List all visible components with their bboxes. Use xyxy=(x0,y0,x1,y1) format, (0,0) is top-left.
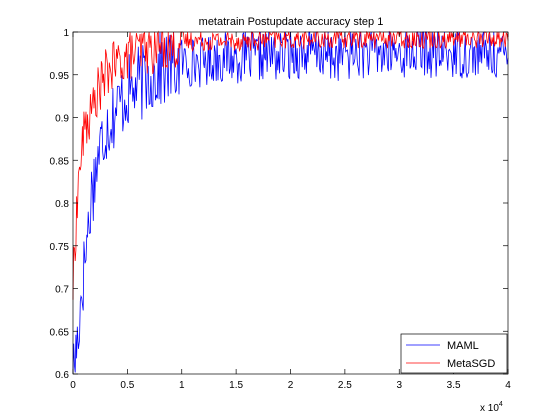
y-tick-label: 0.7 xyxy=(55,285,69,296)
legend-box xyxy=(400,333,508,374)
x-tick-label: 0.5 xyxy=(120,380,134,391)
x-tick-label: 1.5 xyxy=(229,380,243,391)
x-tick-label: 2.5 xyxy=(338,380,352,391)
series-line-metasgd xyxy=(72,30,509,300)
y-tick-label: 0.75 xyxy=(50,242,70,253)
x-tick-label: 1 xyxy=(179,380,185,391)
y-tick-label: 0.9 xyxy=(55,114,69,125)
y-tick-label: 1 xyxy=(63,28,69,39)
x-tick-label: 3.5 xyxy=(447,380,461,391)
legend: MAML MetaSGD xyxy=(400,333,508,374)
y-tick-label: 0.8 xyxy=(55,199,69,210)
legend-label-maml: MAML xyxy=(447,340,479,352)
y-tick-label: 0.85 xyxy=(50,156,70,167)
y-tick-label: 0.65 xyxy=(50,327,70,338)
series-line-maml xyxy=(72,31,509,375)
chart-title: metatrain Postupdate accuracy step 1 xyxy=(199,16,384,28)
plot-area-frame xyxy=(72,31,509,375)
x-tick-label: 2 xyxy=(288,380,294,391)
x-tick-label: 4 xyxy=(505,380,511,391)
y-tick-label: 0.6 xyxy=(55,370,69,381)
x-tick-label: 3 xyxy=(396,380,402,391)
y-tick-label: 0.95 xyxy=(50,71,70,82)
x-tick-label: 0 xyxy=(70,380,76,391)
x-multiplier-label: x 104 xyxy=(480,401,503,414)
legend-label-metasgd: MetaSGD xyxy=(447,358,495,370)
